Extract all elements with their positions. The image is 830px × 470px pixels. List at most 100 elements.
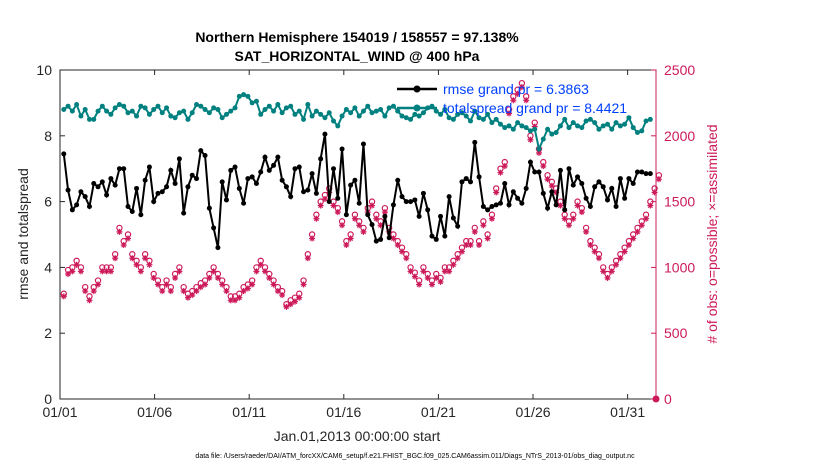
totalspread-point [600,123,606,129]
obs-assimilated-point [266,274,273,281]
totalspread-point [399,113,405,119]
rmse-point [634,169,640,175]
rmse-point [206,205,212,211]
x-tick-label: 01/11 [232,404,266,420]
obs-assimilated-point [296,294,303,301]
obs-assimilated-point [163,281,170,288]
rmse-point [562,207,568,213]
totalspread-point [86,116,92,122]
totalspread-point [99,103,105,109]
rmse-point [253,181,259,187]
obs-assimilated-point [433,274,440,281]
obs-assimilated-point [634,228,641,235]
rmse-point [566,166,572,172]
obs-assimilated-point [150,274,157,281]
rmse-point [519,200,525,206]
rmse-point [369,222,375,228]
totalspread-point [647,116,653,122]
rmse-point [570,182,576,188]
x-tick-label: 01/06 [137,404,172,420]
rmse-point [592,184,598,190]
chart-title-line2: SAT_HORIZONTAL_WIND @ 400 hPa [235,48,480,64]
obs-assimilated-point [334,209,341,216]
totalspread-point [198,103,204,109]
totalspread-point [634,130,640,136]
rmse-point [515,195,521,201]
totalspread-point [476,115,482,121]
rmse-point [532,169,538,175]
rmse-point [69,207,75,213]
obs-assimilated-point [399,248,406,255]
rmse-point [159,189,165,195]
rmse-point [104,192,110,198]
rmse-point [164,184,170,190]
obs-assimilated-point [411,273,418,280]
obs-assimilated-point [420,268,427,275]
totalspread-point [450,116,456,122]
totalspread-point [172,115,178,121]
rmse-point [74,202,80,208]
rmse-point [241,200,247,206]
rmse-point [172,181,178,187]
totalspread-point [318,111,324,117]
rmse-point [403,199,409,205]
rmse-point [309,171,315,177]
rmse-point [198,148,204,154]
x-tick-label: 01/26 [515,404,550,420]
rmse-point [545,205,551,211]
totalspread-point [485,111,491,117]
totalspread-point [515,120,521,126]
rmse-point [138,212,144,218]
totalspread-point [326,110,332,116]
totalspread-point [82,106,88,112]
totalspread-point [617,123,623,129]
obs-assimilated-point [214,274,221,281]
obs-assimilated-point [514,90,521,97]
obs-assimilated-point [313,215,320,222]
rmse-point [292,166,298,172]
rmse-point [596,179,602,185]
rmse-point [579,181,585,187]
totalspread-point [219,115,225,121]
obs-assimilated-point [600,268,607,275]
obs-assimilated-point [270,281,277,288]
rmse-point [125,204,131,210]
obs-assimilated-point [112,255,119,262]
obs-assimilated-point [506,110,513,117]
rmse-point [185,184,191,190]
rmse-point [605,197,611,203]
totalspread-point [168,113,174,119]
obs-assimilated-point [351,215,358,222]
totalspread-point [266,103,272,109]
right-y-tick-label: 2000 [664,128,695,144]
left-y-axis-ticks: 0 2 4 6 8 10 [36,62,65,407]
rmse-point [356,200,362,206]
totalspread-point [335,123,341,129]
data-file-footnote: data file: /Users/raeder/DAI/ATM_forcXX/… [195,453,635,460]
totalspread-point [262,106,268,112]
rmse-point [146,164,152,170]
rmse-point [155,190,161,196]
totalspread-point [613,120,619,126]
rmse-point [643,171,649,177]
rmse-point [647,171,653,177]
rmse-point [176,156,182,162]
totalspread-point [245,93,251,99]
obs-assimilated-point [219,281,226,288]
rmse-point [527,159,533,165]
totalspread-point [472,108,478,114]
obs-assimilated-point [180,288,187,295]
totalspread-point [373,108,379,114]
rmse-point [108,176,114,182]
rmse-point [211,225,217,231]
totalspread-point [468,118,474,124]
rmse-point [181,210,187,216]
totalspread-point [562,116,568,122]
totalspread-point [258,111,264,117]
rmse-point [236,185,242,191]
totalspread-point [420,110,426,116]
rmse-point [134,185,140,191]
totalspread-point [382,113,388,119]
obs-assimilated-point [394,242,401,249]
obs-assimilated-point [283,303,290,310]
